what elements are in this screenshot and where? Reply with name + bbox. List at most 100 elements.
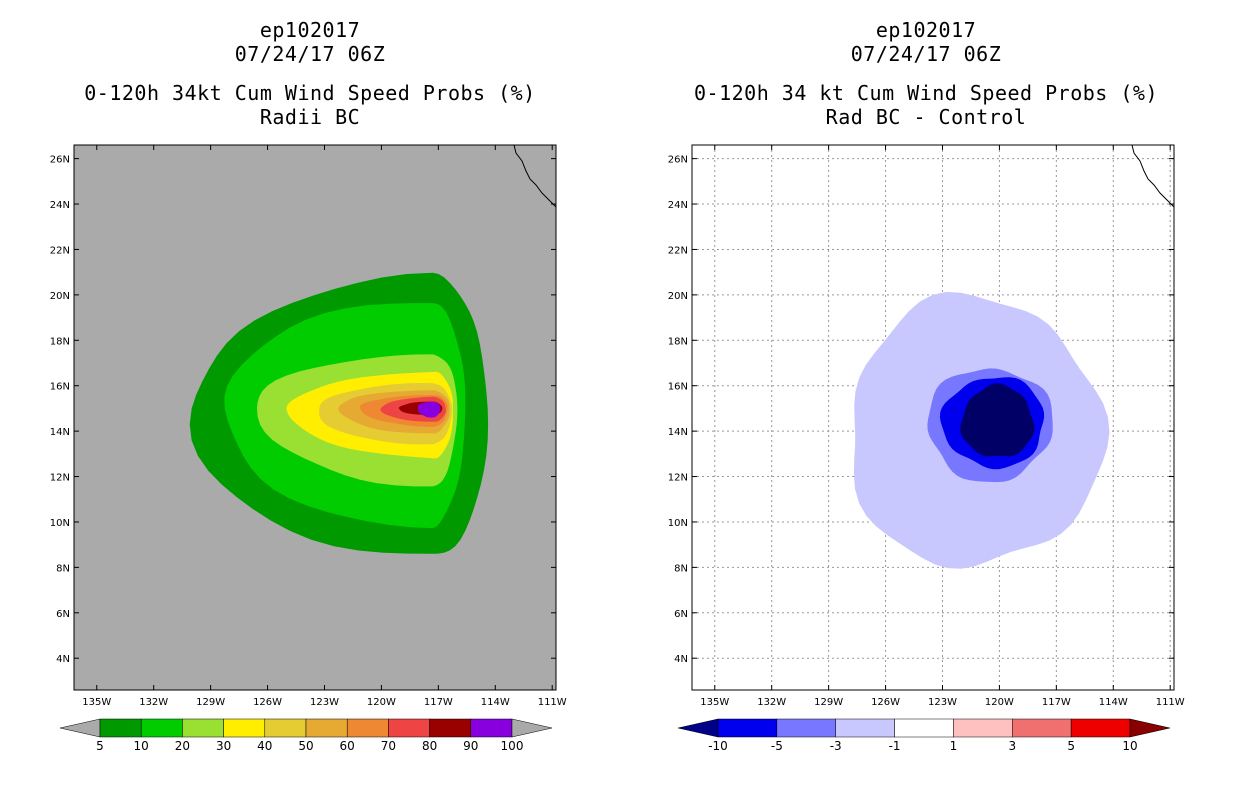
colorbar-label-10: 100 xyxy=(501,739,524,753)
y-tick-label-10: 24N xyxy=(50,200,70,211)
y-tick-label-7: 18N xyxy=(668,336,688,347)
chart-right: 135W 132W 129W 126W 123W 120W 117W 114W 111W 4N 6N… xyxy=(668,144,1185,753)
y-tick-label-2: 8N xyxy=(56,563,70,574)
x-tick-label-6: 117W xyxy=(1042,697,1071,708)
colorbar-swatch-0 xyxy=(717,718,778,738)
x-tick-label-5: 120W xyxy=(985,697,1014,708)
y-tick-label-4: 12N xyxy=(50,473,70,484)
colorbar-swatch-6 xyxy=(1070,718,1131,738)
plot-frame xyxy=(73,144,557,691)
x-tick-label-7: 114W xyxy=(1099,697,1128,708)
colorbar-label-4: 40 xyxy=(257,739,272,753)
x-tick-label-4: 123W xyxy=(928,697,957,708)
colorbar-swatch-4 xyxy=(953,718,1013,738)
colorbar-swatch-8 xyxy=(429,718,472,738)
colorbar-label-2: -3 xyxy=(830,739,842,753)
x-tick-label-6: 117W xyxy=(424,697,453,708)
colorbar-label-6: 60 xyxy=(340,739,355,753)
y-tick-label-6: 16N xyxy=(668,382,688,393)
colorbar-label-8: 80 xyxy=(422,739,437,753)
y-tick-label-11: 26N xyxy=(50,155,70,166)
colorbar-swatch-3 xyxy=(894,718,954,738)
x-tick-label-1: 132W xyxy=(139,697,168,708)
colorbar-label-5: 3 xyxy=(1008,739,1016,753)
panel-right-storm-id: ep102017 xyxy=(875,18,977,42)
x-tick-label-2: 129W xyxy=(196,697,225,708)
panel-left-title-block: ep102017 07/24/17 06Z 0-120h 34kt Cum Wi… xyxy=(60,18,560,129)
x-tick-label-7: 114W xyxy=(481,697,510,708)
panel-left-date: 07/24/17 06Z xyxy=(234,42,386,66)
coastline xyxy=(513,144,557,208)
colorbar-swatch-2 xyxy=(835,718,895,738)
contour-90 xyxy=(417,401,441,418)
contour--10 xyxy=(960,383,1035,457)
plot-frame xyxy=(691,144,1175,691)
y-tick-label-10: 24N xyxy=(668,200,688,211)
colorbar-swatch-6 xyxy=(346,718,389,738)
y-tick-label-4: 12N xyxy=(668,473,688,484)
colorbar-swatch-1 xyxy=(776,718,836,738)
colorbar-swatch-7 xyxy=(388,718,430,738)
y-tick-label-0: 4N xyxy=(56,654,70,665)
y-tick-label-5: 14N xyxy=(668,427,688,438)
colorbar-label-0: 5 xyxy=(96,739,104,753)
colorbar-label-1: -5 xyxy=(771,739,783,753)
colorbar-swatch-4 xyxy=(264,718,307,738)
colorbar-swatch-5 xyxy=(305,718,348,738)
colorbar-over-arrow xyxy=(511,718,553,738)
panel-left-subtitle: Radii BC xyxy=(259,105,361,129)
colorbar-label-6: 5 xyxy=(1067,739,1075,753)
colorbar-swatch-3 xyxy=(223,718,266,738)
colorbar-label-3: -1 xyxy=(889,739,901,753)
colorbar-swatch-0 xyxy=(99,718,142,738)
colorbar-swatch-9 xyxy=(470,718,513,738)
colorbar-label-9: 90 xyxy=(463,739,478,753)
y-tick-label-8: 20N xyxy=(50,291,70,302)
colorbar-label-0: -10 xyxy=(708,739,728,753)
chart-left: 135W 132W 129W 126W 123W 120W 117W 114W 111W 4N 6N… xyxy=(50,144,567,753)
y-tick-label-3: 10N xyxy=(668,518,688,529)
y-tick-label-6: 16N xyxy=(50,382,70,393)
coastline xyxy=(1131,144,1175,208)
colorbar-under-arrow xyxy=(677,718,719,738)
panel-left-storm-id: ep102017 xyxy=(259,18,361,42)
y-tick-label-1: 6N xyxy=(674,609,688,620)
x-tick-label-2: 129W xyxy=(814,697,843,708)
panel-right-date: 07/24/17 06Z xyxy=(850,42,1002,66)
panel-right-subtitle: Rad BC - Control xyxy=(825,105,1027,129)
y-tick-label-0: 4N xyxy=(674,654,688,665)
colorbar-label-4: 1 xyxy=(950,739,958,753)
y-tick-label-1: 6N xyxy=(56,609,70,620)
colorbar-swatch-5 xyxy=(1012,718,1072,738)
y-tick-label-9: 22N xyxy=(50,245,70,256)
x-tick-label-5: 120W xyxy=(367,697,396,708)
y-tick-label-2: 8N xyxy=(674,563,688,574)
colorbar-label-7: 70 xyxy=(381,739,396,753)
colorbar-label-1: 10 xyxy=(134,739,149,753)
panel-right-title-block: ep102017 07/24/17 06Z 0-120h 34 kt Cum W… xyxy=(676,18,1176,129)
x-tick-label-3: 126W xyxy=(871,697,900,708)
y-tick-label-3: 10N xyxy=(50,518,70,529)
colorbar-swatch-2 xyxy=(182,718,224,738)
colorbar-swatch-1 xyxy=(140,718,183,738)
y-tick-label-7: 18N xyxy=(50,336,70,347)
x-tick-label-4: 123W xyxy=(310,697,339,708)
x-tick-label-0: 135W xyxy=(82,697,111,708)
colorbar-label-5: 50 xyxy=(298,739,313,753)
panel-left-title: 0-120h 34kt Cum Wind Speed Probs (%) xyxy=(84,81,536,105)
panel-right-title: 0-120h 34 kt Cum Wind Speed Probs (%) xyxy=(693,81,1159,105)
x-tick-label-8: 111W xyxy=(1156,697,1185,708)
y-tick-label-9: 22N xyxy=(668,245,688,256)
colorbar-under-arrow xyxy=(59,718,101,738)
x-tick-label-1: 132W xyxy=(757,697,786,708)
x-tick-label-8: 111W xyxy=(538,697,567,708)
y-tick-label-11: 26N xyxy=(668,155,688,166)
colorbar-label-7: 10 xyxy=(1122,739,1137,753)
x-tick-label-0: 135W xyxy=(700,697,729,708)
colorbar-over-arrow xyxy=(1129,718,1171,738)
colorbar-label-2: 20 xyxy=(175,739,190,753)
x-tick-label-3: 126W xyxy=(253,697,282,708)
colorbar-label-3: 30 xyxy=(216,739,231,753)
y-tick-label-8: 20N xyxy=(668,291,688,302)
y-tick-label-5: 14N xyxy=(50,427,70,438)
